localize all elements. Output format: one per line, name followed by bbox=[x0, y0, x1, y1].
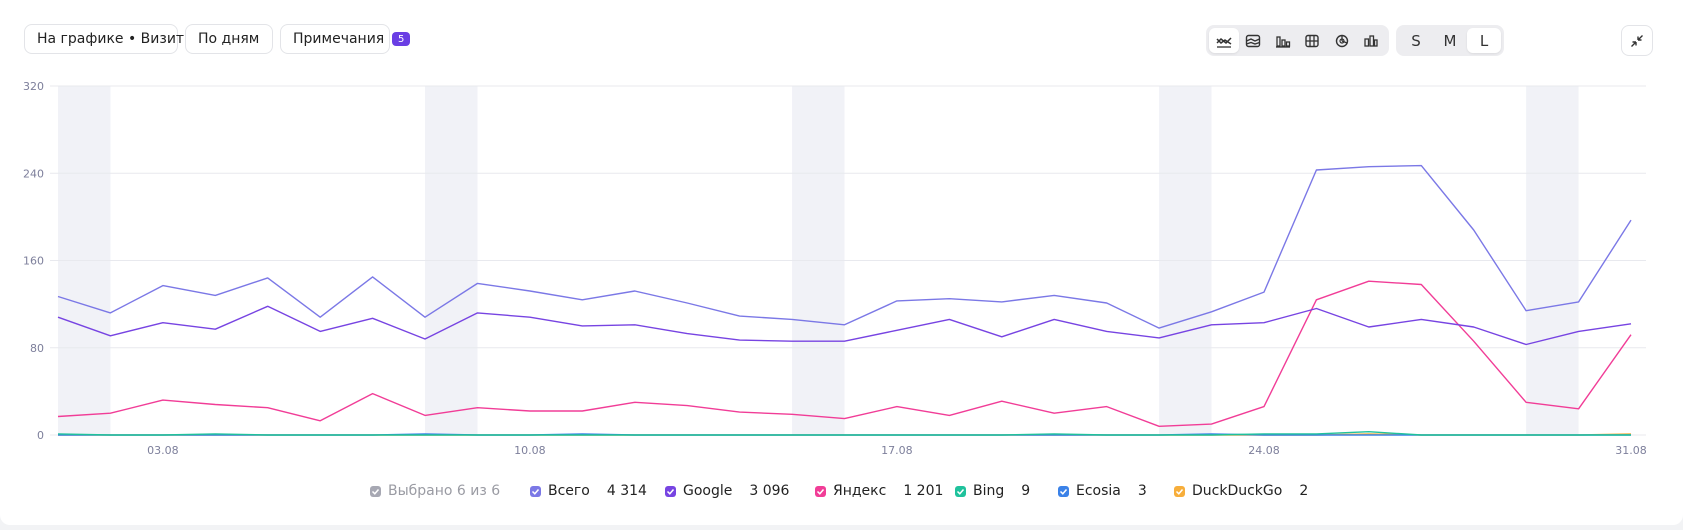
checkbox-icon bbox=[1058, 485, 1069, 497]
grouping-dropdown[interactable]: По дням bbox=[185, 24, 273, 54]
notes-button[interactable]: Примечания 5 bbox=[280, 24, 411, 54]
checkbox-icon bbox=[530, 485, 541, 497]
y-tick-label: 0 bbox=[37, 429, 44, 442]
chart-type-toggle bbox=[1206, 25, 1389, 56]
checkbox-icon bbox=[1174, 485, 1185, 497]
notes-count-badge: 5 bbox=[392, 32, 411, 46]
size-l-button[interactable]: L bbox=[1467, 28, 1501, 53]
x-tick-label: 17.08 bbox=[881, 444, 913, 457]
series-line-Всего bbox=[57, 164, 1632, 329]
legend-item[interactable]: Ecosia 3 bbox=[1058, 483, 1147, 499]
legend-series-total: 3 bbox=[1137, 483, 1147, 499]
pie-chart-icon[interactable] bbox=[1327, 28, 1357, 53]
legend-item[interactable]: Google 3 096 bbox=[665, 483, 789, 499]
line-chart-icon[interactable] bbox=[1209, 28, 1239, 53]
y-tick-label: 320 bbox=[23, 80, 44, 93]
legend-item[interactable]: DuckDuckGo 2 bbox=[1174, 483, 1308, 499]
series-line-Яндекс bbox=[57, 280, 1632, 427]
legend-item[interactable]: Яндекс 1 201 bbox=[815, 483, 943, 499]
legend-select-all[interactable]: Выбрано 6 из 6 bbox=[370, 483, 500, 499]
legend-item[interactable]: Bing 9 bbox=[955, 483, 1030, 499]
notes-label: Примечания bbox=[293, 31, 385, 47]
chart-metric-label: На графике • Визиты bbox=[37, 31, 196, 47]
checkbox-icon bbox=[665, 485, 676, 497]
bar-chart-icon[interactable] bbox=[1268, 28, 1298, 53]
legend-series-name: Яндекс bbox=[833, 483, 887, 499]
chart-size-toggle: S M L bbox=[1396, 25, 1504, 56]
y-tick-label: 160 bbox=[23, 255, 44, 268]
legend-series-total: 9 bbox=[1021, 483, 1031, 499]
legend-series-total: 3 096 bbox=[749, 483, 790, 499]
legend-series-name: DuckDuckGo bbox=[1192, 483, 1283, 499]
y-tick-label: 240 bbox=[23, 167, 44, 180]
legend-series-name: Всего bbox=[548, 483, 590, 499]
size-m-button[interactable]: M bbox=[1443, 31, 1457, 50]
legend-series-total: 1 201 bbox=[903, 483, 944, 499]
grouping-label: По дням bbox=[198, 31, 260, 47]
chart-legend: Выбрано 6 из 6 Всего 4 314 Google 3 096 Янде… bbox=[0, 483, 1683, 503]
size-s-button[interactable]: S bbox=[1411, 31, 1421, 50]
chart-metric-dropdown[interactable]: На графике • Визиты bbox=[24, 24, 195, 54]
checkbox-icon bbox=[815, 485, 826, 497]
series-line-Google bbox=[57, 305, 1632, 346]
legend-series-name: Ecosia bbox=[1076, 483, 1121, 499]
x-tick-label: 31.08 bbox=[1615, 444, 1647, 457]
x-tick-label: 03.08 bbox=[147, 444, 179, 457]
checkbox-icon bbox=[955, 485, 966, 497]
y-tick-label: 80 bbox=[30, 342, 44, 355]
legend-series-total: 2 bbox=[1299, 483, 1309, 499]
series-line-Bing bbox=[57, 431, 1631, 436]
area-chart-icon[interactable] bbox=[1239, 28, 1269, 53]
x-tick-label: 24.08 bbox=[1248, 444, 1280, 457]
line-chart: 0 80 160 240 320 03.08 10.08 17.08 24.08 31.08 bbox=[23, 80, 1647, 457]
legend-series-total: 4 314 bbox=[606, 483, 647, 499]
legend-item[interactable]: Всего 4 314 bbox=[530, 483, 647, 499]
collapse-icon[interactable] bbox=[1621, 25, 1653, 56]
column-chart-icon[interactable] bbox=[1357, 28, 1387, 53]
checkbox-icon bbox=[370, 485, 381, 497]
legend-series-name: Bing bbox=[973, 483, 1005, 499]
stacked-bar-chart-icon[interactable] bbox=[1298, 28, 1328, 53]
x-tick-label: 10.08 bbox=[514, 444, 546, 457]
legend-series-name: Google bbox=[683, 483, 733, 499]
legend-selected-label: Выбрано 6 из 6 bbox=[388, 483, 501, 499]
